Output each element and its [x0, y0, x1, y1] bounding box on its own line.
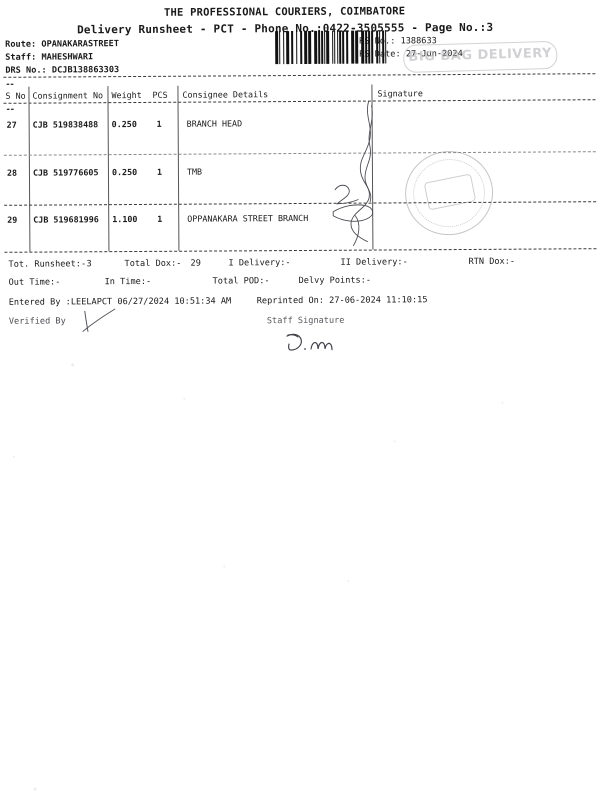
tot-runsheet-value: 3: [86, 259, 92, 270]
reprinted-on-text: Reprinted On: 27-06-2024 11:10:15: [256, 295, 428, 307]
row-consignment: CJB 519838488: [32, 119, 99, 130]
entered-by-text: Entered By :LEELAPCT 06/27/2024 10:51:34…: [8, 296, 232, 308]
ii-delivery-label: II Delivery:-: [340, 257, 408, 268]
delvy-points-label: Delvy Points:-: [298, 275, 372, 287]
barcode-icon: [275, 30, 387, 65]
row-consignment: CJB 519776605: [32, 167, 99, 178]
col-header-signature: Signature: [377, 88, 423, 99]
col-header-weight: Weight: [111, 89, 142, 101]
i-delivery-label: I Delivery:-: [228, 258, 291, 269]
verified-by-label: Verified By: [8, 316, 66, 327]
route-field: Route: OPANAKARASTREET: [5, 39, 119, 50]
rtn-dox-label: RTN Dox:-: [468, 256, 516, 267]
col-header-consignment: Consignment No: [32, 90, 104, 101]
row-consignment: CJB 519681996: [33, 214, 99, 225]
scan-speck: [71, 363, 75, 367]
col-divider-pcs: [177, 85, 180, 251]
staff-signature-ink: [286, 333, 333, 351]
tot-runsheet-label: Tot. Runsheet:-: [8, 259, 87, 270]
scan-speck: [33, 787, 37, 791]
row-divider: [4, 201, 597, 206]
row-pcs: 1: [156, 166, 163, 177]
big-bag-delivery-stamp-text: BIG BAG DELIVERY: [408, 45, 553, 65]
drs-number-field: DRS No.: DCJB138863303: [5, 65, 119, 76]
in-time-label: In Time:-: [104, 276, 152, 288]
scan-speck: [501, 401, 504, 404]
verified-by-tick-ink: [82, 308, 116, 332]
staff-label: Staff:: [5, 52, 37, 63]
row-pcs: 1: [157, 213, 163, 224]
staff-field: Staff: MAHESHWARI: [5, 52, 93, 63]
row-divider: [3, 151, 596, 156]
row-sno: 27: [6, 119, 17, 130]
out-time-label: Out Time:-: [8, 277, 61, 288]
col-header-pcs: PCS: [152, 89, 168, 100]
round-rubber-stamp: [400, 145, 499, 241]
row-sno: 29: [7, 214, 18, 225]
scan-speck: [183, 397, 186, 400]
scan-speck: [347, 579, 350, 582]
total-pod-label: Total POD:-: [212, 276, 270, 287]
row-pcs: 1: [156, 118, 162, 129]
row-consignee: BRANCH HEAD: [186, 118, 243, 129]
table-bottom-divider: [4, 248, 597, 253]
scan-speck: [393, 440, 396, 443]
dash-mark-header: --: [5, 79, 14, 90]
drs-value: DCJB138863303: [51, 65, 120, 76]
drs-label: DRS No.:: [5, 65, 47, 76]
staff-value: MAHESHWARI: [41, 52, 94, 63]
scan-speck: [12, 455, 15, 458]
big-bag-delivery-stamp: BIG BAG DELIVERY: [402, 40, 558, 73]
total-dox-label: Total Dox:-: [124, 258, 182, 270]
row-consignee: TMB: [186, 166, 203, 177]
dash-mark-row: --: [5, 104, 14, 115]
row-sno: 28: [6, 167, 18, 178]
route-value: OPANAKARASTREET: [41, 39, 120, 50]
col-divider-signature: [371, 84, 374, 250]
route-label: Route:: [5, 39, 37, 50]
company-title: THE PROFESSIONAL COURIERS, COIMBATORE: [163, 5, 406, 19]
col-divider-sno: [28, 86, 31, 252]
row-weight: 1.100: [112, 213, 138, 225]
staff-signature-label: Staff Signature: [266, 315, 345, 327]
col-header-consignee: Consignee Details: [182, 89, 269, 100]
col-divider-consignment: [107, 86, 110, 252]
row-weight: 0.250: [111, 166, 138, 178]
row-weight: 0.250: [111, 118, 137, 130]
col-header-sno: S No: [5, 90, 26, 101]
total-dox-value: 29: [190, 258, 201, 269]
row-consignee: OPPANAKARA STREET BRANCH: [187, 212, 309, 224]
scan-speck: [223, 565, 226, 568]
